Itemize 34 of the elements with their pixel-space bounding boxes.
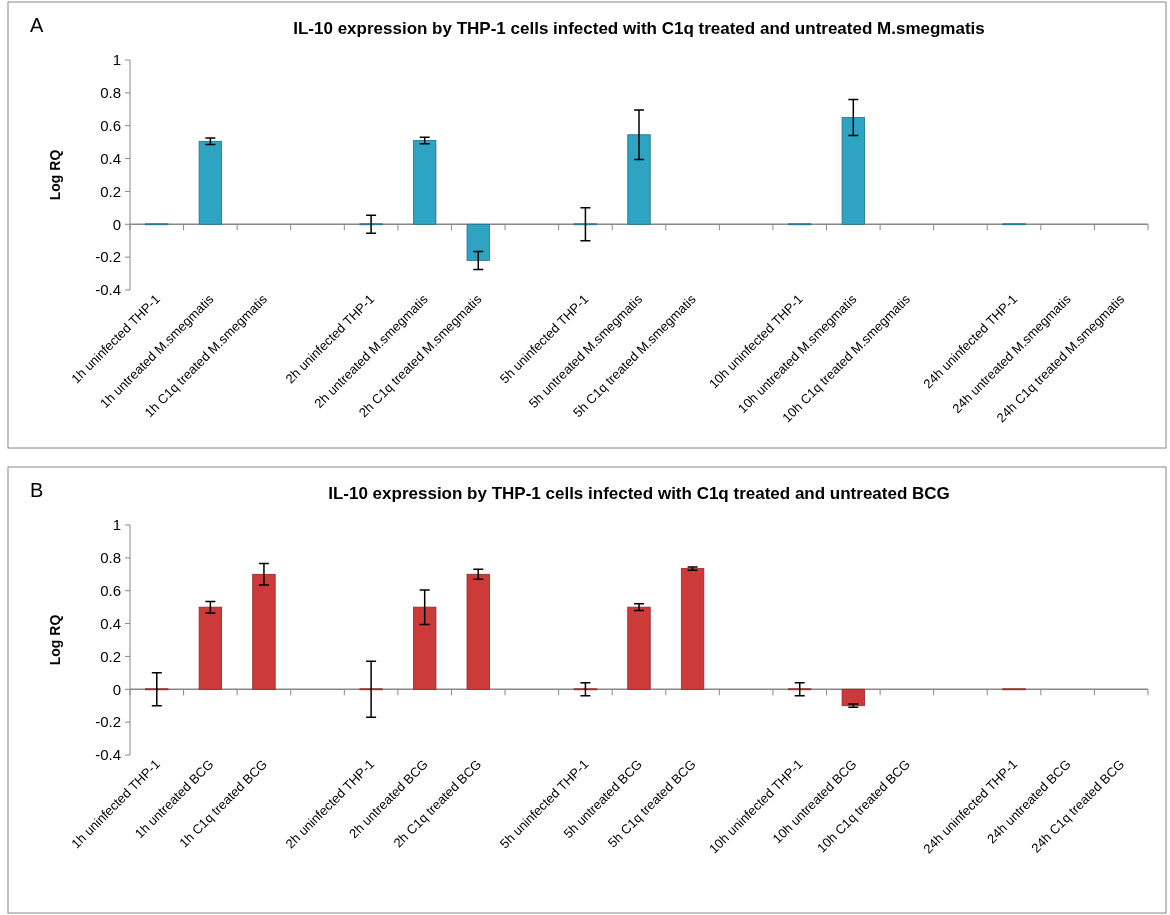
y-tick-label: 0.6	[100, 116, 121, 134]
chart-title: IL-10 expression by THP-1 cells infected with C1q treated and untreated M.smegmatis	[293, 19, 985, 38]
bar	[627, 134, 651, 225]
y-tick-label: -0.2	[95, 248, 121, 266]
y-axis-title: Log RQ	[47, 149, 63, 201]
y-tick-label: 0.8	[100, 84, 121, 102]
bar	[198, 140, 223, 225]
y-tick-label: 1	[112, 51, 121, 69]
bar	[413, 140, 437, 225]
y-tick-label: 0.8	[100, 549, 121, 567]
text: A	[30, 14, 44, 36]
bar	[627, 606, 651, 690]
bar	[466, 573, 490, 690]
bar	[252, 573, 276, 690]
bar	[841, 688, 865, 707]
y-tick-label: 0.4	[100, 149, 121, 167]
y-tick-label: -0.4	[95, 281, 121, 299]
y-tick-label: 0	[112, 215, 121, 233]
bar	[841, 117, 865, 225]
y-tick-label: 0.2	[100, 182, 121, 200]
y-tick-label: 1	[112, 516, 121, 534]
y-tick-label: 0.2	[100, 647, 121, 665]
text: B	[30, 479, 44, 501]
bar	[198, 606, 223, 690]
bar	[680, 568, 705, 690]
chart-title: IL-10 expression by THP-1 cells infected with C1q treated and untreated BCG	[328, 484, 950, 503]
bar	[413, 606, 437, 690]
bar	[466, 223, 490, 261]
y-tick-label: 0	[112, 680, 121, 698]
y-tick-label: -0.2	[95, 713, 121, 731]
y-tick-label: 0.4	[100, 614, 121, 632]
y-tick-label: 0.6	[100, 581, 121, 599]
y-axis-title: Log RQ	[47, 614, 63, 666]
y-tick-label: -0.4	[95, 746, 121, 764]
